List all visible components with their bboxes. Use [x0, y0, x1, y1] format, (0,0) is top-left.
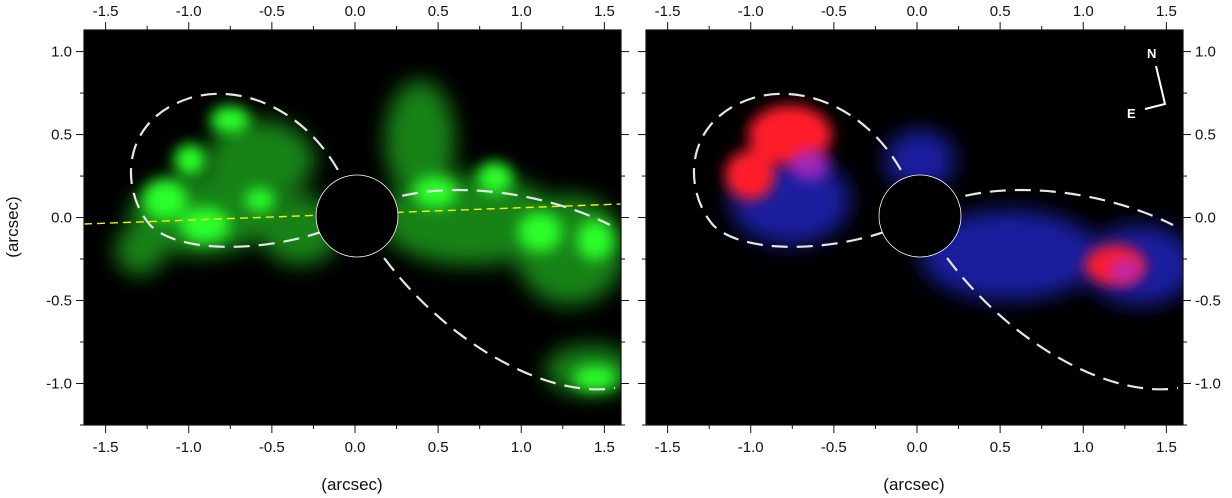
- x-tick-label-top: 0.0: [907, 3, 928, 20]
- x-tick-label-bottom: -0.5: [821, 439, 847, 456]
- y-tick-label: 0.5: [51, 127, 72, 144]
- x-tick-label-bottom: -1.5: [655, 439, 681, 456]
- x-tick-label-top: 0.5: [990, 3, 1011, 20]
- y-tick-label: -1.0: [46, 376, 72, 393]
- right-occulting-mask: [878, 174, 962, 258]
- y-tick-label: 0.0: [1195, 210, 1216, 227]
- x-tick-label-bottom: 0.5: [428, 439, 449, 456]
- left-frame: [83, 29, 622, 426]
- x-tick-label-top: -1.5: [93, 3, 119, 20]
- x-tick-label-top: 0.5: [428, 3, 449, 20]
- right-frame: [645, 29, 1184, 426]
- left-ellipse-outer: [356, 215, 616, 391]
- compass-east-label: E: [1127, 106, 1136, 121]
- x-tick-label-top: -1.0: [738, 3, 764, 20]
- right-x-axis-title: (arcsec): [883, 475, 944, 494]
- x-tick-label-top: -1.0: [176, 3, 202, 20]
- compass-north-label: N: [1147, 46, 1156, 61]
- x-tick-label-bottom: 0.5: [990, 439, 1011, 456]
- x-tick-label-top: -0.5: [821, 3, 847, 20]
- left-ticks: -1.5 -1.5 -1.0 -1.0 -0.5 -0.5 0.0 0.0 0.5 0.5 1.0 1…: [46, 3, 629, 456]
- y-tick-label: -1.0: [1195, 376, 1221, 393]
- x-tick-label-top: 1.0: [511, 3, 532, 20]
- x-tick-label-top: 1.5: [594, 3, 615, 20]
- right-ticks: -1.5 -1.5 -1.0 -1.0 -0.5 -0.5 0.0 0.0 0.5 0.5 1.0 1…: [638, 3, 1221, 456]
- left-x-axis-title: (arcsec): [321, 475, 382, 494]
- left-ellipse-lower: [356, 188, 611, 226]
- x-tick-label-top: 1.5: [1156, 3, 1177, 20]
- x-tick-label-bottom: 1.0: [1073, 439, 1094, 456]
- y-tick-label: -0.5: [1195, 293, 1221, 310]
- x-tick-label-bottom: 0.0: [907, 439, 928, 456]
- green-emission: [84, 80, 621, 395]
- right-ellipse-outer: [919, 215, 1179, 391]
- left-panel: -1.5 -1.5 -1.0 -1.0 -0.5 -0.5 0.0 0.0 0.5 0.5 1.0 1…: [46, 3, 629, 456]
- x-tick-label-top: -0.5: [259, 3, 285, 20]
- red-blue-emission: [693, 92, 1183, 391]
- x-tick-label-bottom: -1.0: [176, 439, 202, 456]
- y-tick-label: 0.5: [1195, 127, 1216, 144]
- x-tick-label-bottom: 1.5: [1156, 439, 1177, 456]
- left-occulting-mask: [315, 174, 399, 258]
- x-tick-label-top: -1.5: [655, 3, 681, 20]
- x-tick-label-bottom: -1.0: [738, 439, 764, 456]
- y-tick-label: -0.5: [46, 293, 72, 310]
- right-ellipse-lower: [919, 188, 1174, 226]
- right-ellipse-upper: [693, 92, 922, 248]
- x-tick-label-bottom: 1.0: [511, 439, 532, 456]
- x-tick-label-top: 1.0: [1073, 3, 1094, 20]
- compass-arrows: [1144, 65, 1167, 110]
- x-tick-label-bottom: -1.5: [93, 439, 119, 456]
- y-tick-label: 1.0: [1195, 44, 1216, 61]
- left-ellipse-upper: [130, 92, 359, 248]
- x-tick-label-bottom: 0.0: [345, 439, 366, 456]
- x-tick-label-bottom: 1.5: [594, 439, 615, 456]
- compass: N E: [1127, 46, 1167, 121]
- y-tick-label: 1.0: [51, 44, 72, 61]
- y-tick-label: 0.0: [51, 210, 72, 227]
- left-y-axis-title: (arcsec): [3, 196, 22, 257]
- right-panel: N E -1.5 -1.5 -1.0 -1.0 -0.5 -0.5 0.0 0.0 0.5 0.5…: [638, 3, 1221, 456]
- x-tick-label-bottom: -0.5: [259, 439, 285, 456]
- x-tick-label-top: 0.0: [345, 3, 366, 20]
- major-axis-line: [84, 203, 621, 225]
